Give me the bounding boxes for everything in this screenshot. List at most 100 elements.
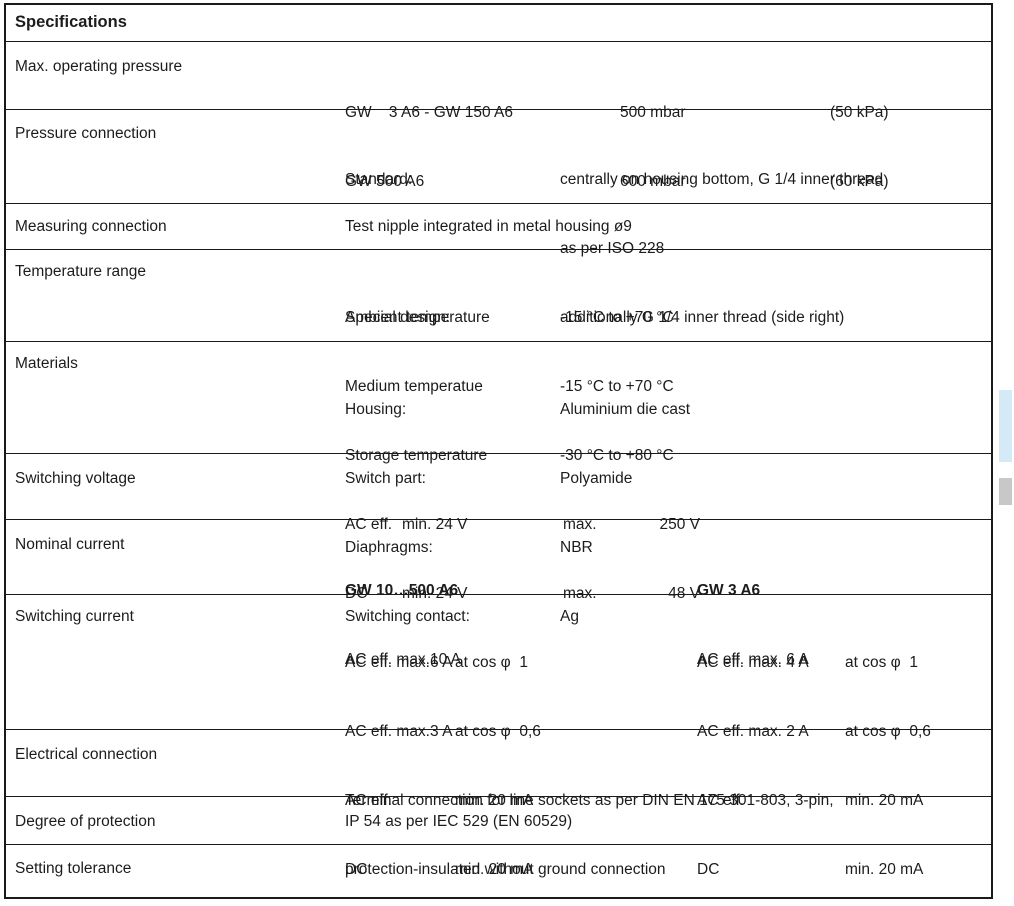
- connection-value: additionally G 1/4 inner thread (side ri…: [560, 309, 845, 326]
- degree-of-protection-value: IP 54 as per IEC 529 (EN 60529): [345, 813, 573, 830]
- temperature-key: Ambient temperature: [345, 309, 490, 326]
- voltage-line: DC min. 24 V max. 48 V: [345, 582, 991, 605]
- specifications-table: Specifications Max. operating pressure G…: [4, 3, 993, 899]
- current-circuit: AC eff.: [345, 792, 393, 809]
- current-circuit: AC eff. max.3 A: [345, 723, 453, 740]
- row-label: Max. operating pressure: [15, 58, 183, 75]
- current-line: AC eff. min. 20 mA AC eff. min. 20 mA: [345, 789, 991, 812]
- temperature-value: -15 °C to +70 °C: [560, 309, 674, 326]
- material-value: Aluminium die cast: [560, 401, 691, 418]
- material-value: NBR: [560, 539, 593, 556]
- connection-key: Standard:: [345, 171, 413, 188]
- material-line: Housing: Aluminium die cast: [345, 398, 991, 421]
- pressure-mbar: 600 mbar: [620, 173, 686, 190]
- voltage-circuit: AC eff.: [345, 516, 393, 533]
- voltage-min: min. 24 V: [402, 585, 468, 602]
- current-circuit: DC: [697, 861, 720, 878]
- current-circuit: AC eff. max. 2 A: [697, 723, 809, 740]
- page-edge-tab-gray: [999, 478, 1012, 505]
- row-measuring-connection: Measuring connection Test nipple integra…: [6, 204, 991, 250]
- connection-value: as per ISO 228: [560, 240, 665, 257]
- temperature-key: Medium temperatue: [345, 378, 483, 395]
- electrical-connection-value: Terminal connection for line sockets as …: [345, 792, 834, 809]
- current-condition: at cos φ 1: [455, 654, 528, 671]
- voltage-max-label: max.: [563, 516, 597, 533]
- connection-key: Special design:: [345, 309, 451, 326]
- current-circuit: AC eff. max.6 A: [345, 654, 453, 671]
- material-key: Switching contact:: [345, 608, 470, 625]
- row-label: Pressure connection: [15, 125, 157, 142]
- row-label: Switching current: [15, 608, 134, 625]
- temperature-value: -15 °C to +70 °C: [560, 378, 674, 395]
- row-electrical-connection: Electrical connection Terminal connectio…: [6, 730, 991, 878]
- connection-line: Standard: centrally on housing bottom, G…: [345, 168, 991, 191]
- material-key: Diaphragms:: [345, 539, 433, 556]
- row-label: Switching voltage: [15, 470, 136, 487]
- current-condition: min. 20 mA: [845, 861, 924, 878]
- voltage-min: min. 24 V: [402, 516, 468, 533]
- row-label: Measuring connection: [15, 218, 167, 235]
- model-group-heading: GW 10…500 A6: [345, 582, 459, 599]
- model-group-heading: GW 3 A6: [697, 582, 761, 599]
- current-circuit: AC eff. max. 4 A: [697, 654, 809, 671]
- row-label: Setting tolerance: [15, 860, 132, 877]
- row-nominal-current: Nominal current GW 10…500 A6 GW 3 A6 AC …: [6, 520, 991, 668]
- row-label: Materials: [15, 355, 78, 372]
- material-line: Switching contact: Ag: [345, 605, 991, 628]
- row-label: Nominal current: [15, 536, 125, 553]
- row-pressure-connection: Pressure connection Standard: centrally …: [6, 110, 991, 326]
- material-key: Housing:: [345, 401, 407, 418]
- connection-line: Special design: additionally G 1/4 inner…: [345, 306, 991, 329]
- pressure-kpa: (60 kPa): [830, 173, 889, 190]
- material-value: Polyamide: [560, 470, 633, 487]
- electrical-connection-value: protection-insulated without ground conn…: [345, 861, 666, 878]
- current-circuit: DC: [345, 861, 368, 878]
- nominal-current-value: AC eff. max. 6 A: [697, 651, 809, 668]
- temperature-line: Storage temperature -30 °C to +80 °C: [345, 444, 991, 467]
- pressure-mbar: 500 mbar: [620, 104, 686, 121]
- voltage-max-label: max.: [563, 585, 597, 602]
- model-range: GW 3 A6 - GW 150 A6: [345, 104, 513, 121]
- material-key: Switch part:: [345, 470, 426, 487]
- page-title: Specifications: [15, 13, 127, 31]
- current-circuit: AC eff.: [697, 792, 745, 809]
- row-label: Temperature range: [15, 263, 146, 280]
- row-temperature-range: Temperature range Ambient temperature -1…: [6, 250, 991, 464]
- current-line: AC eff. max.3 A at cos φ 0,6 AC eff. max…: [345, 720, 991, 743]
- current-condition: at cos φ 0,6: [845, 723, 931, 740]
- nominal-current-value: AC eff. max.10 A: [345, 651, 462, 668]
- row-max-operating-pressure: Max. operating pressure GW 3 A6 - GW 150…: [6, 42, 991, 190]
- voltage-line: AC eff. min. 24 V max. 250 V: [345, 513, 991, 536]
- temperature-key: Storage temperature: [345, 447, 488, 464]
- temperature-line: Ambient temperature -15 °C to +70 °C: [345, 306, 991, 329]
- pressure-line: GW 3 A6 - GW 150 A6 500 mbar (50 kPa): [345, 101, 991, 124]
- model-range: GW 500 A6: [345, 173, 425, 190]
- material-value: Ag: [560, 608, 579, 625]
- row-setting-tolerance: Setting tolerance ± 15% switch point dev…: [6, 845, 991, 897]
- current-condition: at cos φ 0,6: [455, 723, 541, 740]
- connection-value: centrally on housing bottom, G 1/4 inner…: [560, 171, 884, 188]
- row-label: Electrical connection: [15, 746, 158, 763]
- table-header-row: Specifications: [6, 5, 991, 42]
- pressure-line: GW 500 A6 600 mbar (60 kPa): [345, 170, 991, 193]
- voltage-max-value: 48 V: [668, 585, 700, 602]
- temperature-value: -30 °C to +80 °C: [560, 447, 674, 464]
- page-edge-tab-blue: [999, 390, 1012, 462]
- voltage-circuit: DC: [345, 585, 368, 602]
- row-materials: Materials Housing: Aluminium die cast Sw…: [6, 342, 991, 625]
- measuring-connection-value: Test nipple integrated in metal housing …: [345, 218, 632, 235]
- current-line: DC min. 20 mA DC min. 20 mA: [345, 858, 991, 881]
- current-line: AC eff. max.6 A at cos φ 1 AC eff. max. …: [345, 651, 991, 674]
- connection-line: as per ISO 228: [345, 237, 991, 260]
- voltage-max-value: 250 V: [659, 516, 700, 533]
- pressure-kpa: (50 kPa): [830, 104, 889, 121]
- row-switching-voltage: Switching voltage AC eff. min. 24 V max.…: [6, 454, 991, 602]
- temperature-line: Medium temperatue -15 °C to +70 °C: [345, 375, 991, 398]
- material-line: Switch part: Polyamide: [345, 467, 991, 490]
- row-label: Degree of protection: [15, 813, 156, 830]
- row-switching-current: Switching current AC eff. max.6 A at cos…: [6, 595, 991, 878]
- current-condition: min. 20 mA: [845, 792, 924, 809]
- current-condition: min. 20 mA: [455, 792, 534, 809]
- row-degree-of-protection: Degree of protection IP 54 as per IEC 52…: [6, 797, 991, 845]
